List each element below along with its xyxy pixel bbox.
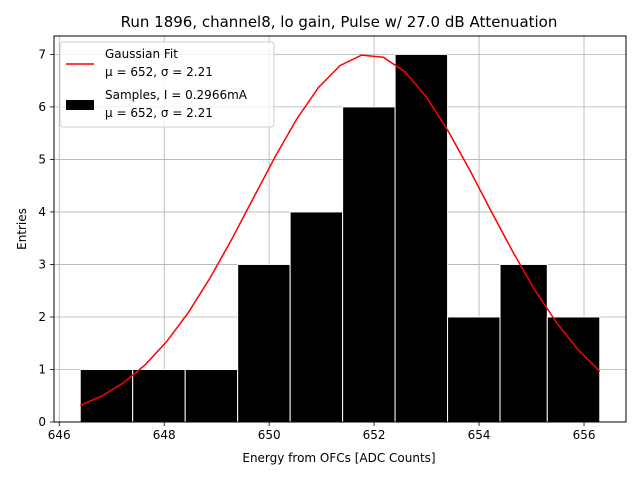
gaussian-fit-line [79,54,601,407]
y-tick-label: 0 [38,415,46,429]
histogram-bar [394,53,449,423]
histogram-bar [237,263,291,423]
x-tick-label: 652 [363,428,386,442]
legend-fit-name: Gaussian Fit [105,47,178,61]
histogram-bar [499,263,548,423]
x-axis-ticks: 646 648 650 652 654 656 [48,422,596,442]
legend-samples-name: Samples, I = 0.2966mA [105,88,248,102]
legend-samples-stats: μ = 652, σ = 2.21 [105,106,213,120]
histogram-bar [447,316,501,423]
chart-title: Run 1896, channel8, lo gain, Pulse w/ 27… [121,13,558,31]
x-tick-label: 656 [573,428,596,442]
x-tick-label: 650 [258,428,281,442]
x-tick-label: 654 [468,428,491,442]
histogram-bar [289,211,344,423]
legend: Gaussian Fit μ = 652, σ = 2.21 Samples, … [59,41,275,128]
y-axis-ticks: 0 1 2 3 4 5 6 7 [38,47,54,429]
y-tick-label: 3 [38,257,46,271]
histogram-bar [546,316,601,423]
histogram-bar [79,368,134,423]
y-tick-label: 5 [38,152,46,166]
y-tick-label: 4 [38,205,46,219]
histogram-bar [132,368,186,423]
legend-samples-swatch [66,100,94,110]
histogram-bar [342,106,396,423]
x-tick-label: 648 [153,428,176,442]
x-axis-label: Energy from OFCs [ADC Counts] [242,451,435,465]
y-axis-label: Entries [15,208,29,250]
plot-frame [53,35,627,423]
histogram-bar [184,368,239,423]
x-tick-label: 646 [48,428,71,442]
y-tick-label: 2 [38,310,46,324]
y-tick-label: 7 [38,47,46,61]
y-tick-label: 6 [38,100,46,114]
legend-fit-stats: μ = 652, σ = 2.21 [105,65,213,79]
y-tick-label: 1 [38,362,46,376]
legend-box [59,41,275,128]
